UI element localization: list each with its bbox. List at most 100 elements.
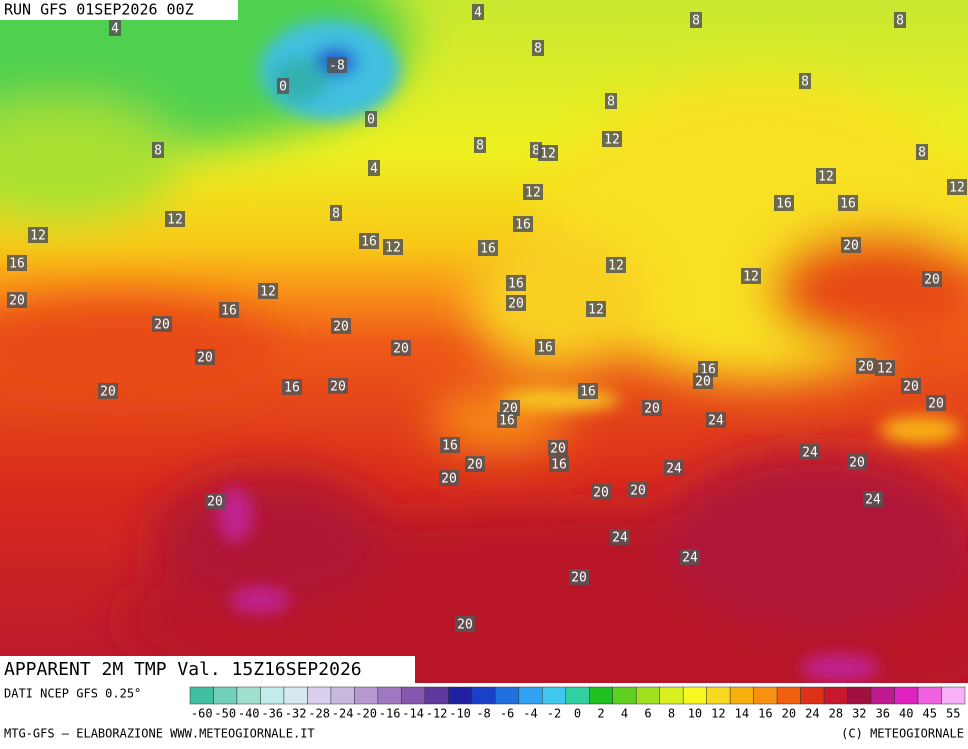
- color-swatch: [753, 686, 778, 705]
- contour-label: 20: [207, 495, 223, 510]
- contour-label-box: [578, 383, 598, 399]
- map: [0, 0, 968, 730]
- color-swatch: [800, 686, 825, 705]
- contour-label-box: [391, 340, 411, 356]
- contour-label-box: [863, 491, 883, 507]
- contour-label: 12: [949, 181, 965, 196]
- contour-label-box: [610, 529, 630, 545]
- contour-label-box: [277, 78, 289, 94]
- contour-label-box: [205, 493, 225, 509]
- contour-label-box: [330, 205, 342, 221]
- contour-label-box: [7, 292, 27, 308]
- scale-tick-label: -14: [402, 707, 424, 721]
- color-swatch: [542, 686, 567, 705]
- contour-label: 4: [370, 162, 378, 177]
- contour-label: 20: [393, 342, 409, 357]
- color-swatch: [354, 686, 379, 705]
- color-swatch: [941, 686, 966, 705]
- contour-label: 12: [743, 270, 759, 285]
- contour-label-box: [799, 73, 811, 89]
- contour-label: 8: [896, 14, 904, 29]
- contour-label-box: [800, 444, 820, 460]
- contour-label-box: [219, 302, 239, 318]
- contour-label-box: [535, 339, 555, 355]
- contour-label-box: [926, 395, 946, 411]
- scale-tick-label: 55: [946, 707, 960, 721]
- contour-label-box: [875, 360, 895, 376]
- contour-label: 16: [442, 439, 458, 454]
- color-swatch: [635, 686, 660, 705]
- contour-label: 8: [692, 14, 700, 29]
- contour-label-box: [474, 137, 486, 153]
- contour-label: 16: [580, 385, 596, 400]
- contour-label-box: [165, 211, 185, 227]
- scale-tick-label: 0: [574, 707, 581, 721]
- scale-tick-label: 45: [923, 707, 937, 721]
- header-box: [0, 0, 238, 20]
- contour-label-box: [706, 412, 726, 428]
- color-swatch: [917, 686, 942, 705]
- contour-label: 4: [111, 22, 119, 37]
- contour-label-box: [569, 569, 589, 585]
- contour-label-box: [365, 111, 377, 127]
- scale-tick-label: 36: [876, 707, 890, 721]
- contour-label: 20: [644, 402, 660, 417]
- contour-label-box: [741, 268, 761, 284]
- color-swatch: [612, 686, 637, 705]
- scale-tick-label: -4: [523, 707, 537, 721]
- contour-label: 8: [154, 144, 162, 159]
- contour-label: 0: [367, 113, 375, 128]
- color-swatch: [260, 686, 285, 705]
- contour-label-box: [605, 93, 617, 109]
- scale-tick-label: 8: [668, 707, 675, 721]
- color-swatch: [870, 686, 895, 705]
- scale-tick-label: 28: [829, 707, 843, 721]
- contour-label: 20: [508, 297, 524, 312]
- contour-label-box: [506, 275, 526, 291]
- contour-label-box: [506, 295, 526, 311]
- map-title: APPARENT 2M TMP Val. 15Z16SEP2026: [4, 659, 362, 680]
- color-swatch: [377, 686, 402, 705]
- contour-label-box: [916, 144, 928, 160]
- footer-left: MTG-GFS — ELABORAZIONE WWW.METEOGIORNALE…: [4, 727, 315, 741]
- contour-label-box: [472, 4, 484, 20]
- contour-label: 20: [849, 456, 865, 471]
- contour-label: 12: [608, 259, 624, 274]
- contour-label: 16: [537, 341, 553, 356]
- color-swatch: [565, 686, 590, 705]
- scale-tick-label: 4: [621, 707, 628, 721]
- color-swatch: [659, 686, 684, 705]
- contour-label-box: [440, 437, 460, 453]
- contour-label-box: [690, 12, 702, 28]
- scale-tick-label: -10: [449, 707, 471, 721]
- footer-right: (C) METEOGIORNALE: [841, 727, 964, 741]
- contour-label: 8: [476, 139, 484, 154]
- color-swatch: [330, 686, 355, 705]
- contour-label: 16: [9, 257, 25, 272]
- contour-label-box: [327, 57, 347, 73]
- color-scale: -60 -50 -40 -36 -32 -28 -24 -20 -16 -14 -12 -10 -8 -6…: [189, 686, 966, 721]
- contour-label: 12: [818, 170, 834, 185]
- contour-label-box: [538, 145, 558, 161]
- contour-label-box: [7, 255, 27, 271]
- scale-tick-label: 14: [735, 707, 749, 721]
- contour-label: 20: [903, 380, 919, 395]
- scale-tick-label: 12: [711, 707, 725, 721]
- contour-label: 20: [333, 320, 349, 335]
- contour-label: 20: [858, 360, 874, 375]
- scale-tick-label: 40: [899, 707, 913, 721]
- contour-label-box: [383, 239, 403, 255]
- contour-label: 24: [865, 493, 881, 508]
- contour-label-box: [282, 379, 302, 395]
- color-swatch: [588, 686, 613, 705]
- scale-tick-label: -28: [308, 707, 330, 721]
- contour-label: 16: [508, 277, 524, 292]
- contour-label: 16: [551, 458, 567, 473]
- run-label: RUN GFS 01SEP2026 00Z: [4, 1, 194, 19]
- contour-label-box: [523, 184, 543, 200]
- color-swatch: [706, 686, 731, 705]
- contour-label-box: [628, 482, 648, 498]
- contour-label: 20: [441, 472, 457, 487]
- contour-label: 20: [330, 380, 346, 395]
- scale-tick-label: 10: [688, 707, 702, 721]
